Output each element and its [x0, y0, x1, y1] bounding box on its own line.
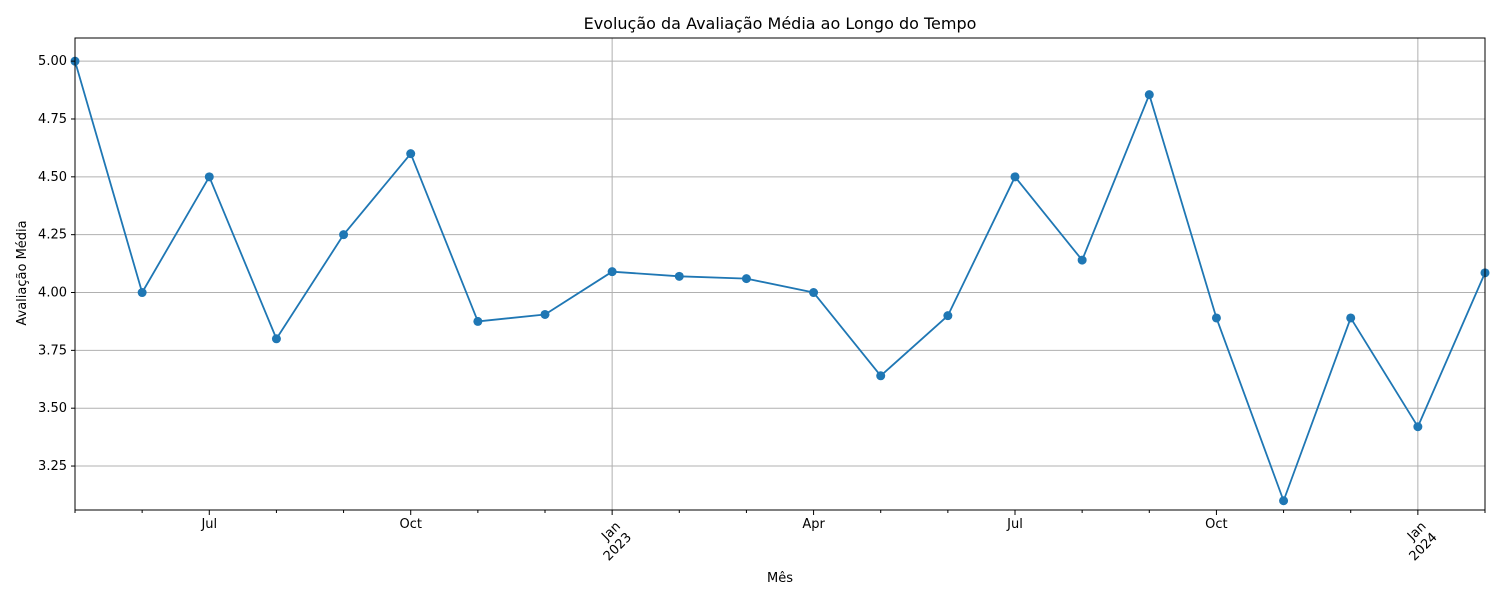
data-point [1413, 422, 1423, 432]
x-tick-label: Jul [200, 517, 217, 532]
x-axis-label: Mês [767, 571, 793, 586]
data-point [1077, 255, 1087, 265]
y-tick-label: 3.75 [38, 343, 67, 358]
y-tick-label: 4.75 [38, 112, 67, 127]
y-tick-label: 4.25 [38, 228, 67, 243]
x-tick-label: Jul [1006, 517, 1023, 532]
data-point [271, 334, 281, 344]
plot-frame [74, 37, 1486, 511]
data-point [607, 267, 617, 277]
series-line [74, 60, 1486, 502]
data-point [943, 311, 953, 321]
data-point [406, 149, 416, 159]
y-tick-label: 4.50 [38, 170, 67, 185]
data-point [674, 271, 684, 281]
x-tick-label: Oct [1205, 517, 1227, 532]
y-tick-label: 5.00 [38, 54, 67, 69]
data-point [741, 274, 751, 284]
data-point [137, 288, 147, 298]
data-point [876, 371, 886, 381]
grid-layer [75, 38, 1485, 510]
x-tick-label: Apr [802, 517, 825, 532]
chart-title: Evolução da Avaliação Média ao Longo do … [584, 14, 977, 33]
data-point [809, 288, 819, 298]
data-point [1279, 496, 1289, 506]
data-point [339, 230, 349, 240]
data-point [1346, 313, 1356, 323]
y-axis-label: Avaliação Média [15, 220, 30, 325]
series-layer [70, 56, 1490, 506]
y-tick-label: 3.25 [38, 459, 67, 474]
data-point [473, 316, 483, 326]
data-point [1010, 172, 1020, 182]
data-point [540, 309, 550, 319]
data-point [204, 172, 214, 182]
data-point [1211, 313, 1221, 323]
data-point [1144, 90, 1154, 100]
y-tick-label: 3.50 [38, 401, 67, 416]
y-tick-label: 4.00 [38, 286, 67, 301]
x-tick-label: Oct [399, 517, 421, 532]
